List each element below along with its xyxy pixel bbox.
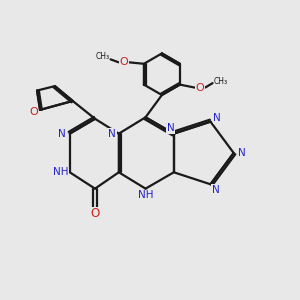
Text: N: N — [212, 184, 220, 195]
Text: CH₃: CH₃ — [96, 52, 110, 62]
Text: O: O — [29, 107, 38, 117]
Text: N: N — [213, 113, 221, 123]
Text: NH: NH — [53, 167, 69, 177]
Text: N: N — [58, 129, 66, 139]
Text: CH₃: CH₃ — [213, 76, 227, 85]
Text: N: N — [108, 129, 116, 139]
Text: O: O — [119, 57, 128, 67]
Text: NH: NH — [138, 190, 153, 200]
Text: N: N — [238, 148, 246, 158]
Text: O: O — [196, 82, 205, 93]
Text: N: N — [167, 123, 175, 133]
Text: O: O — [90, 207, 100, 220]
